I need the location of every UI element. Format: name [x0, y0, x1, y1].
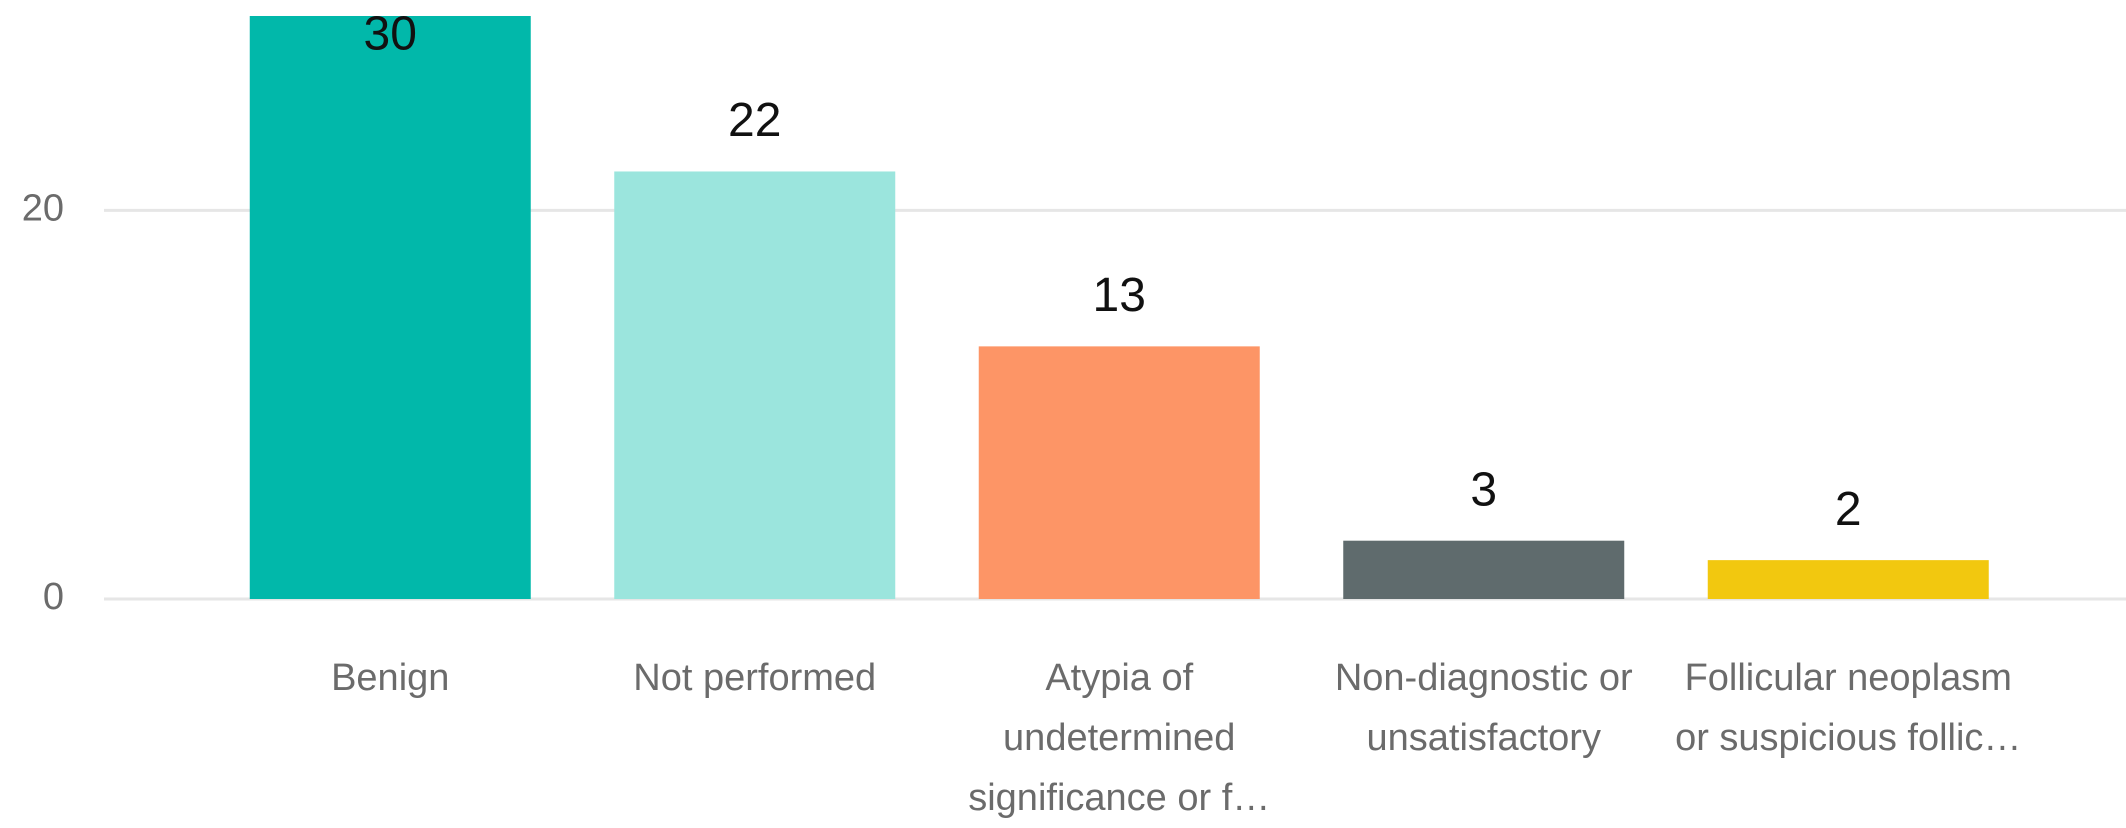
data-label: 2: [1835, 483, 1862, 536]
y-tick-label: 20: [22, 187, 64, 229]
x-tick-label: Not performed: [633, 657, 877, 699]
x-tick-label: Atypia of undetermined significance or f…: [968, 657, 1271, 819]
bar: [614, 171, 896, 599]
x-tick-label: Non-diagnostic or unsatisfactory: [1334, 657, 1633, 759]
y-tick-label: 0: [43, 576, 64, 618]
data-label: 13: [1093, 269, 1146, 322]
data-label: 3: [1470, 463, 1497, 516]
bar: [1343, 540, 1625, 599]
bar: [978, 346, 1260, 599]
bar: [249, 16, 531, 599]
bar: [1707, 560, 1989, 599]
x-tick-label: Follicular neoplasm or suspicious follic…: [1675, 657, 2022, 759]
data-label: 22: [728, 94, 781, 147]
data-label: 30: [364, 8, 417, 61]
x-tick-label: Benign: [331, 657, 450, 699]
